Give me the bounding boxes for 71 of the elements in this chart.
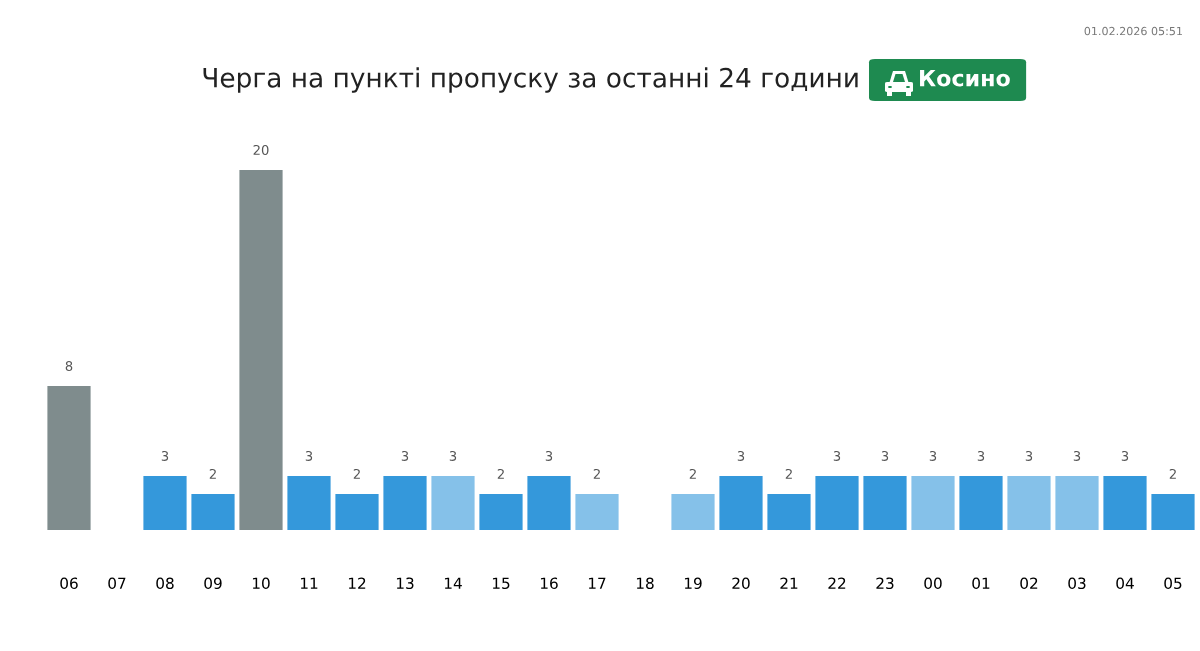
data-label: 2 [209, 468, 216, 479]
text: 01.02.2026 05:51 [1084, 26, 1182, 36]
bar [1055, 476, 1099, 530]
data-label: 3 [833, 450, 841, 461]
x-tick-label: 03 [1068, 577, 1086, 590]
x-tick-label: 23 [876, 577, 894, 590]
x-tick-label: 06 [60, 577, 78, 590]
bar [959, 476, 1003, 530]
x-tick-label: 02 [1020, 577, 1038, 590]
x-tick-label: 18 [636, 577, 654, 590]
bar [1151, 494, 1195, 530]
x-tick-label: 05 [1164, 577, 1182, 590]
bar [575, 494, 619, 530]
x-tick-label: 19 [684, 577, 702, 590]
data-label: 3 [737, 450, 745, 461]
x-tick-label: 22 [828, 577, 846, 589]
x-tick-label: 15 [492, 577, 510, 590]
bar [479, 494, 523, 530]
data-label: 3 [545, 450, 553, 461]
bar [1103, 476, 1147, 530]
data-label: 2 [497, 468, 504, 479]
bar [527, 476, 571, 530]
bar [815, 476, 859, 530]
data-label: 2 [785, 468, 792, 479]
x-tick-label: 00 [924, 577, 942, 590]
data-label: 3 [929, 450, 937, 461]
x-tick-label: 04 [1116, 577, 1134, 590]
x-tick-label: 09 [204, 577, 222, 590]
bar [911, 476, 955, 530]
x-tick-label: 08 [156, 577, 174, 590]
bar [47, 386, 91, 530]
x-tick-label: 11 [300, 577, 318, 589]
chart-title: Черга на пункті пропуску за останні 24 години [203, 67, 858, 93]
data-label: 3 [449, 450, 457, 461]
bar [239, 170, 283, 530]
x-tick-label: 07 [108, 577, 126, 590]
bar [143, 476, 187, 530]
data-label: 3 [881, 450, 889, 461]
data-label: 3 [1073, 450, 1081, 461]
x-tick-label: 16 [540, 577, 558, 590]
data-label: 3 [977, 450, 985, 461]
data-label: 2 [1169, 468, 1176, 479]
data-label: 3 [1121, 450, 1129, 461]
data-label: 3 [305, 450, 313, 461]
data-label: 20 [253, 144, 269, 155]
bar [287, 476, 331, 530]
bar [719, 476, 763, 530]
data-label: 3 [1025, 450, 1033, 461]
chart-subtitle: Косино [920, 69, 1010, 87]
x-tick-label: 13 [396, 577, 414, 590]
data-label: 2 [593, 468, 600, 479]
bar [383, 476, 427, 530]
x-tick-label: 20 [732, 577, 750, 590]
x-tick-label: 17 [588, 577, 606, 589]
x-tick-label: 01 [972, 577, 990, 590]
data-label: 2 [353, 468, 360, 479]
x-tick-label: 21 [780, 577, 798, 589]
bar [863, 476, 907, 530]
x-tick-label: 10 [252, 577, 270, 590]
data-label: 2 [689, 468, 696, 479]
bar [191, 494, 235, 530]
data-label: 8 [65, 360, 73, 371]
bar [431, 476, 475, 530]
x-tick-label: 12 [348, 577, 366, 589]
data-label: 3 [161, 450, 169, 461]
bar [335, 494, 379, 530]
bar [767, 494, 811, 530]
bar [671, 494, 715, 530]
data-label: 3 [401, 450, 409, 461]
bar [1007, 476, 1051, 530]
x-tick-label: 14 [444, 577, 462, 589]
